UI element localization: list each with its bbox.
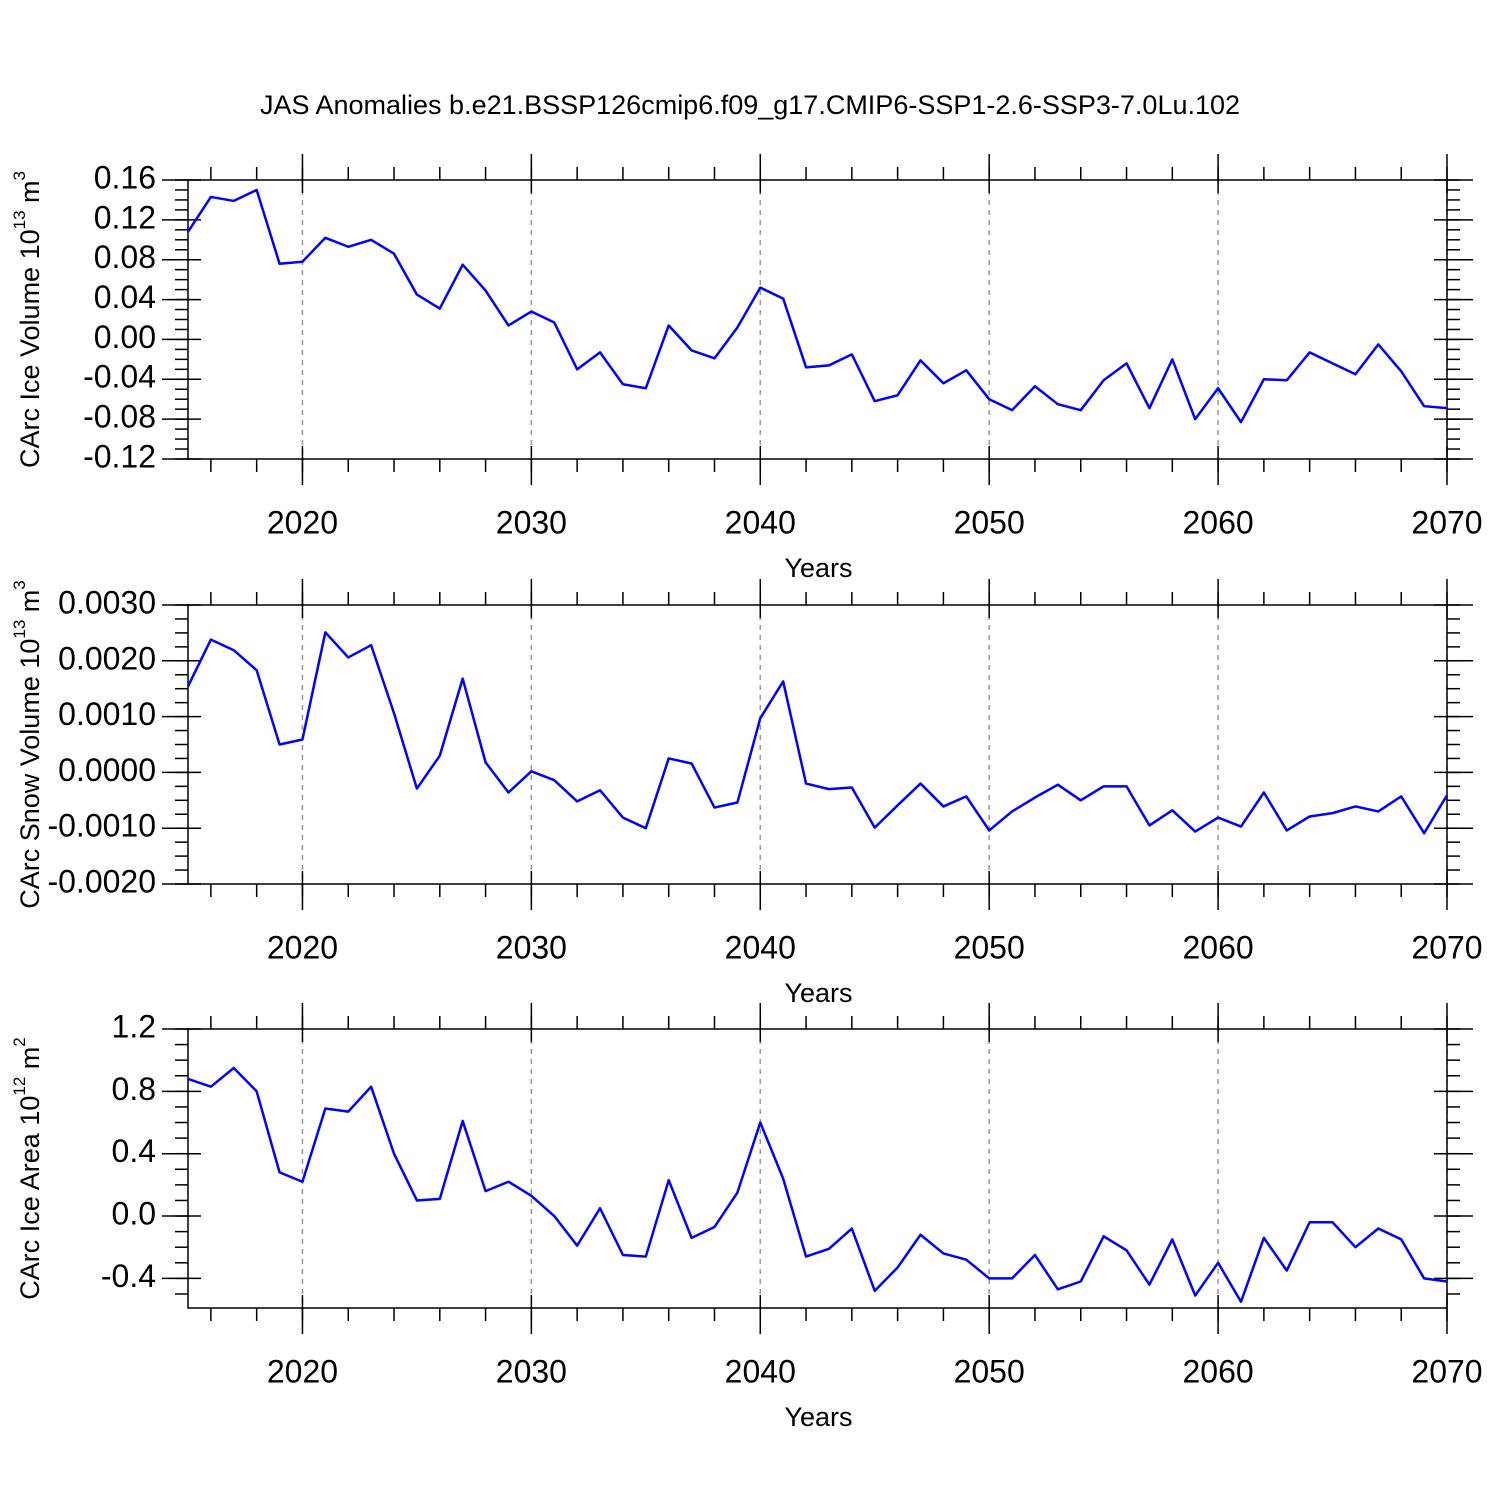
x-tick-label: 2050 (954, 504, 1025, 540)
x-tick-label: 2060 (1182, 504, 1253, 540)
y-tick-label: -0.04 (83, 359, 156, 395)
y-axis-label-sup: 13 (10, 210, 29, 229)
x-tick-label: 2050 (954, 1353, 1025, 1389)
plot-frame (187, 1028, 1448, 1309)
data-line (187, 1066, 1448, 1304)
y-axis-label-sup: 3 (10, 580, 29, 589)
x-tick-label: 2030 (496, 929, 567, 965)
x-tick-label: 2070 (1411, 504, 1482, 540)
y-axis-label-sup: 13 (10, 620, 29, 639)
plot-frame (187, 179, 1448, 460)
plot-frame (187, 604, 1448, 885)
y-tick-label: -0.0020 (47, 863, 156, 899)
x-tick-label: 2060 (1182, 929, 1253, 965)
chart-title: JAS Anomalies b.e21.BSSP126cmip6.f09_g17… (260, 90, 1240, 120)
y-axis-label: CArc Ice Area 1012 m2 (10, 1037, 45, 1300)
y-axis-label-part: m (15, 1047, 45, 1077)
y-tick-label: 0.4 (112, 1133, 156, 1169)
y-tick-label: 0.16 (94, 159, 156, 195)
x-tick-label: 2040 (725, 504, 796, 540)
y-axis-label: CArc Ice Volume 1013 m3 (10, 171, 45, 468)
x-tick-label: 2050 (954, 929, 1025, 965)
x-tick-label: 2030 (496, 504, 567, 540)
x-tick-label: 2060 (1182, 1353, 1253, 1389)
x-axis-label: Years (784, 978, 852, 1008)
x-tick-label: 2070 (1411, 929, 1482, 965)
y-axis-label-sup: 12 (10, 1077, 29, 1096)
x-tick-label: 2020 (267, 504, 338, 540)
y-axis-label-sup: 2 (10, 1037, 29, 1046)
y-tick-label: 0.0010 (58, 696, 156, 732)
y-tick-label: -0.0010 (47, 808, 156, 844)
x-tick-label: 2040 (725, 929, 796, 965)
y-axis-label: CArc Snow Volume 1013 m3 (10, 580, 45, 909)
data-line (186, 188, 1448, 424)
y-tick-label: 0.04 (94, 279, 156, 315)
data-line (186, 631, 1449, 835)
x-tick-label: 2040 (725, 1353, 796, 1389)
x-tick-label: 2030 (496, 1353, 567, 1389)
y-tick-label: 0.0000 (58, 752, 156, 788)
y-axis-label-part: m (15, 180, 45, 210)
y-axis-label-part: CArc Snow Volume 10 (15, 639, 45, 909)
y-tick-label: 0.0 (112, 1195, 156, 1231)
x-axis-label: Years (784, 1402, 852, 1432)
x-tick-label: 2020 (267, 1353, 338, 1389)
x-tick-label: 2020 (267, 929, 338, 965)
y-tick-label: -0.08 (83, 399, 156, 435)
x-tick-label: 2070 (1411, 1353, 1482, 1389)
y-tick-label: 0.8 (112, 1071, 156, 1107)
y-tick-label: 0.12 (94, 199, 156, 235)
y-tick-label: 0.0030 (58, 584, 156, 620)
y-axis-label-sup: 3 (10, 171, 29, 180)
x-axis-label: Years (784, 553, 852, 583)
y-tick-label: 0.00 (94, 319, 156, 355)
y-tick-label: -0.12 (83, 438, 156, 474)
y-tick-label: 0.0020 (58, 640, 156, 676)
y-axis-label-part: m (15, 590, 45, 620)
y-axis-label-part: CArc Ice Area 10 (15, 1096, 45, 1300)
y-tick-label: 0.08 (94, 239, 156, 275)
y-tick-label: -0.4 (101, 1258, 156, 1294)
y-axis-label-part: CArc Ice Volume 10 (15, 229, 45, 468)
y-tick-label: 1.2 (112, 1008, 156, 1044)
